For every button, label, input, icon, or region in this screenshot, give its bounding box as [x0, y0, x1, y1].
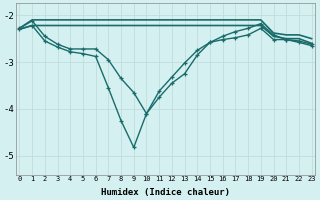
X-axis label: Humidex (Indice chaleur): Humidex (Indice chaleur)	[101, 188, 230, 197]
